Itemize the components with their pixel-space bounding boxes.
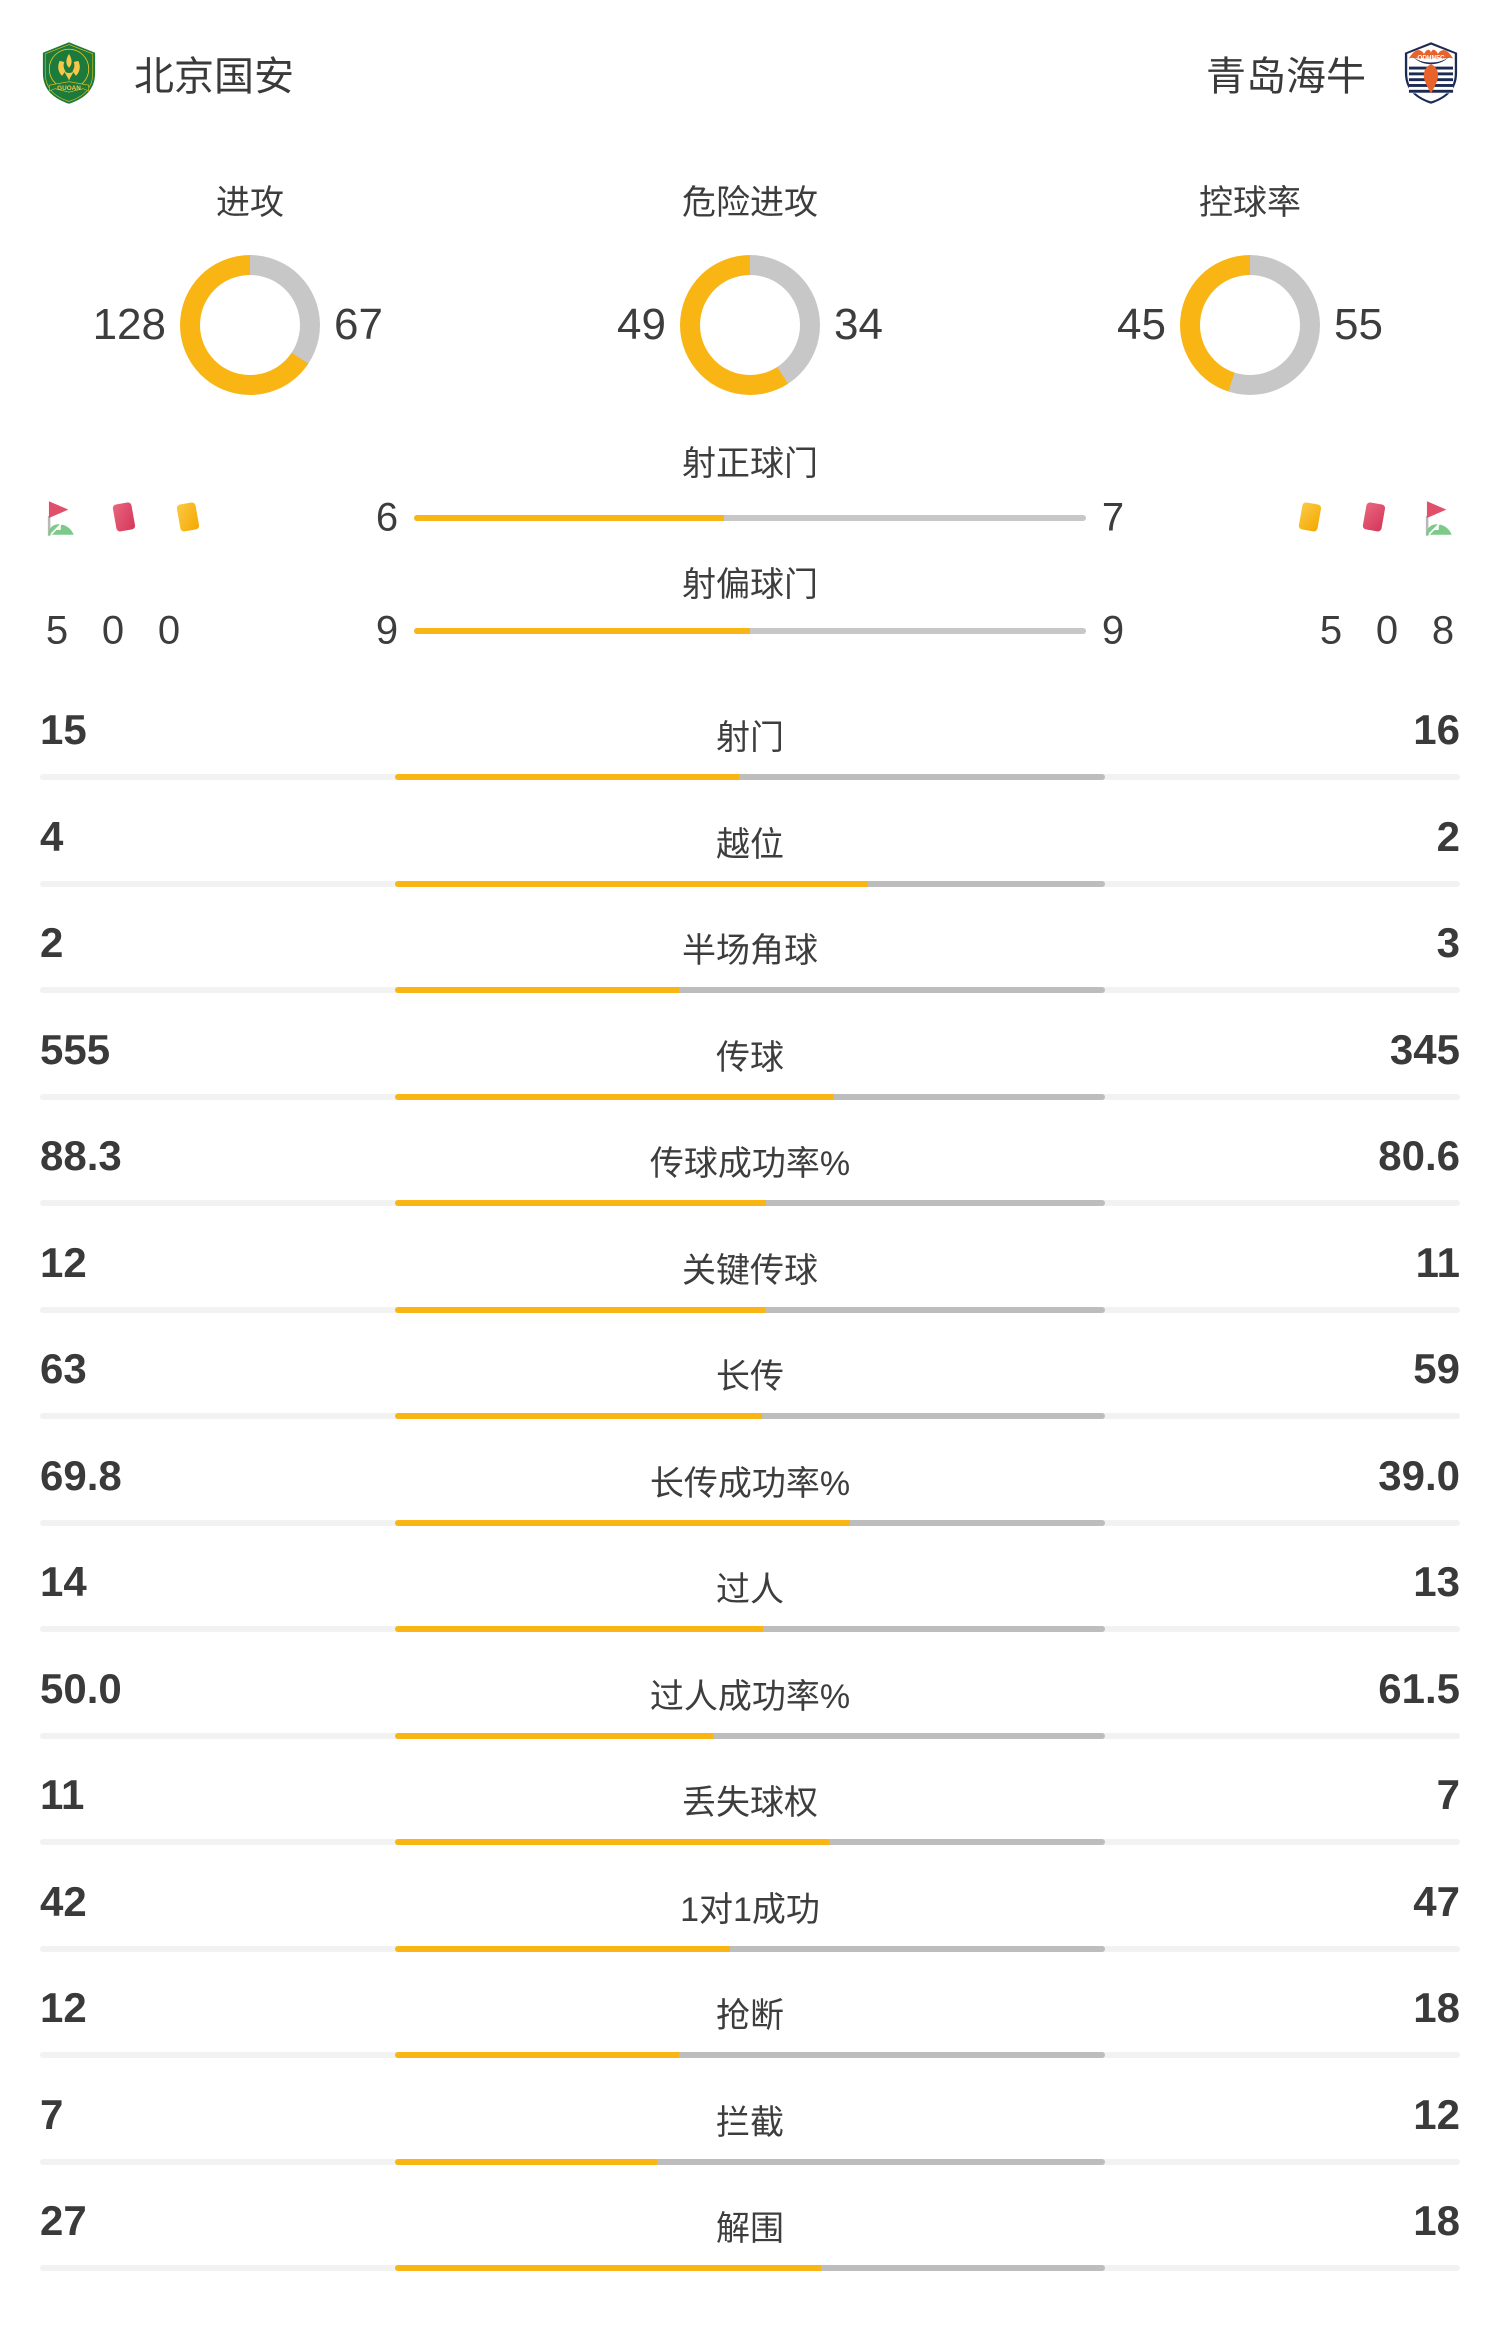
svg-text:GUOAN: GUOAN — [57, 85, 81, 92]
svg-text:QDHNFC: QDHNFC — [1417, 55, 1445, 62]
